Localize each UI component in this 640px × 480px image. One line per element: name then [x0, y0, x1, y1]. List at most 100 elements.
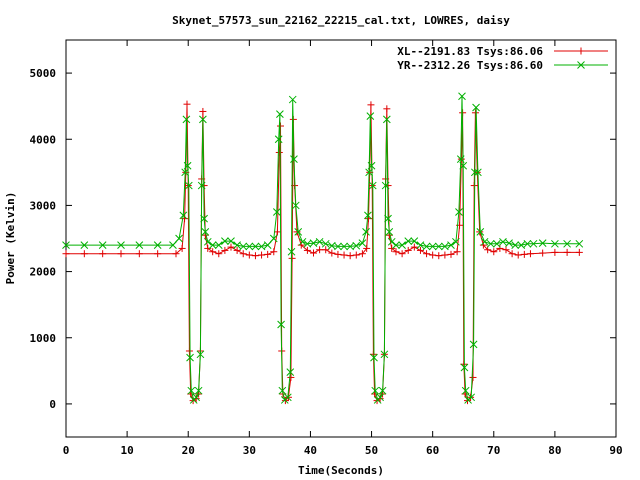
data-point — [291, 201, 300, 210]
data-point — [278, 386, 287, 395]
data-point — [288, 254, 296, 262]
data-point — [183, 161, 192, 170]
data-point — [486, 239, 495, 248]
data-point — [404, 237, 413, 246]
series-line — [66, 104, 580, 402]
data-point — [172, 250, 180, 258]
x-tick-label: 60 — [426, 444, 439, 457]
data-point — [135, 250, 143, 258]
data-point — [435, 252, 443, 260]
x-tick-label: 80 — [548, 444, 561, 457]
data-point — [183, 100, 191, 108]
data-point — [199, 107, 207, 115]
data-point — [290, 155, 298, 163]
data-point — [340, 242, 348, 251]
data-point — [441, 251, 449, 259]
series-1 — [62, 100, 583, 405]
data-point — [169, 241, 177, 249]
data-point — [470, 168, 479, 177]
data-point — [460, 363, 469, 372]
data-point — [322, 246, 330, 254]
data-point — [286, 368, 295, 377]
data-point — [563, 239, 571, 248]
data-point — [187, 386, 196, 395]
data-point — [511, 241, 520, 249]
data-point — [303, 246, 311, 254]
x-tick-label: 20 — [182, 444, 195, 457]
y-tick-label: 5000 — [30, 67, 57, 80]
data-point — [117, 250, 125, 258]
data-point — [251, 242, 260, 251]
x-tick-label: 90 — [609, 444, 622, 457]
data-point — [239, 242, 248, 251]
data-point — [192, 393, 201, 402]
data-point — [316, 246, 324, 254]
data-point — [315, 237, 324, 246]
data-point — [277, 122, 284, 130]
data-point — [358, 250, 366, 258]
data-point — [492, 239, 501, 248]
data-point — [227, 243, 235, 251]
data-point — [257, 242, 266, 251]
data-point — [153, 241, 162, 249]
data-point — [476, 228, 485, 236]
x-tick-label: 0 — [63, 444, 70, 457]
data-point — [423, 250, 431, 258]
y-tick-label: 0 — [49, 398, 56, 411]
data-point — [186, 353, 194, 362]
data-point — [293, 228, 301, 236]
data-point — [62, 250, 70, 258]
data-point — [469, 340, 478, 349]
data-point — [200, 214, 208, 223]
data-point — [563, 248, 571, 256]
data-point — [327, 241, 336, 250]
data-point — [502, 246, 510, 254]
data-point — [499, 237, 507, 246]
data-point — [459, 161, 468, 170]
data-point — [203, 237, 212, 246]
data-point — [514, 251, 522, 259]
data-point — [392, 241, 400, 249]
data-point — [199, 115, 207, 124]
data-point — [363, 244, 371, 252]
y-tick-label: 1000 — [30, 332, 57, 345]
data-point — [520, 250, 528, 258]
data-point — [99, 250, 107, 258]
data-point — [453, 248, 461, 256]
data-point — [204, 244, 212, 252]
data-point — [272, 208, 281, 216]
data-point — [80, 250, 88, 258]
data-point — [452, 237, 460, 246]
data-point — [429, 251, 437, 259]
data-point — [362, 228, 370, 236]
data-point — [410, 243, 418, 251]
data-point — [283, 393, 292, 402]
data-point — [575, 239, 584, 248]
series-layer — [62, 92, 584, 405]
data-point — [370, 353, 378, 362]
data-point — [62, 241, 70, 249]
data-point — [365, 168, 373, 177]
data-point — [352, 251, 360, 259]
data-point — [367, 161, 376, 170]
data-point — [416, 246, 424, 254]
data-point — [467, 393, 476, 402]
data-point — [428, 242, 437, 251]
data-point — [505, 239, 513, 247]
data-point — [539, 249, 547, 257]
data-point — [273, 228, 281, 236]
data-point — [179, 211, 188, 220]
data-point — [298, 237, 307, 246]
data-point — [378, 386, 387, 395]
data-point — [508, 250, 516, 258]
data-point — [185, 347, 193, 355]
data-point — [529, 239, 538, 248]
legend-marker — [577, 47, 585, 55]
data-point — [197, 181, 206, 190]
data-point — [346, 252, 354, 260]
data-point — [352, 241, 361, 250]
x-axis-ticks: 0 10 20 30 40 50 60 70 80 90 — [63, 40, 623, 457]
data-point — [461, 386, 470, 395]
y-axis-ticks: 0 1000 2000 3000 4000 5000 — [30, 67, 616, 411]
